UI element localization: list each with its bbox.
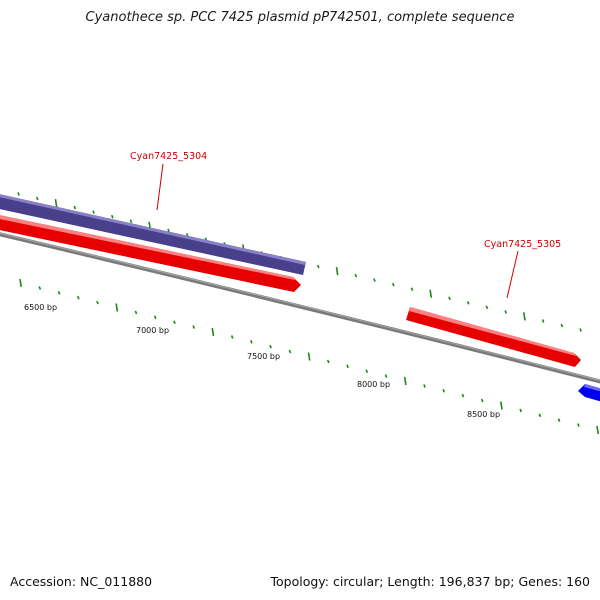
minor-tick (326, 359, 330, 364)
minor-tick (461, 393, 465, 398)
inner-tick-row (19, 278, 599, 435)
minor-tick (57, 291, 61, 295)
gene-cyan7425-5305[interactable] (406, 307, 581, 367)
sequence-backbone-highlight (0, 232, 600, 381)
major-tick (523, 312, 526, 321)
minor-tick (577, 423, 580, 427)
scale-label-7500: 7500 bp (247, 352, 280, 361)
major-tick (19, 278, 22, 288)
major-tick (307, 352, 311, 361)
minor-tick (504, 310, 508, 314)
scale-label-7000: 7000 bp (136, 326, 169, 335)
minor-tick (173, 320, 176, 324)
sequence-summary-text: Topology: circular; Length: 196,837 bp; … (270, 574, 591, 589)
major-tick (211, 327, 215, 337)
minor-tick (73, 205, 77, 210)
minor-tick (269, 344, 272, 349)
minor-tick (35, 196, 39, 201)
minor-tick (129, 219, 133, 223)
minor-tick (480, 398, 484, 403)
major-tick (115, 303, 119, 312)
minor-tick (538, 413, 542, 418)
minor-tick (442, 389, 446, 393)
map-title: Cyanothece sp. PCC 7425 plasmid pP742501… (85, 10, 515, 25)
minor-tick (110, 214, 114, 219)
minor-tick (579, 328, 582, 332)
gene-label-cyan7425-5305[interactable]: Cyan7425_5305 (484, 239, 561, 250)
minor-tick (96, 300, 99, 305)
sequence-backbone (0, 232, 600, 384)
gene-cyan7425-5305-highlight (409, 307, 576, 356)
gene-blue-partial-highlight (584, 384, 600, 392)
minor-tick (391, 282, 395, 287)
minor-tick (466, 301, 470, 305)
gene-reverse-strand-segment[interactable] (0, 192, 306, 275)
minor-tick (250, 340, 253, 344)
scale-label-6500: 6500 bp (24, 303, 57, 312)
minor-tick (167, 228, 170, 233)
minor-tick (354, 273, 358, 278)
minor-tick (346, 364, 349, 369)
minor-tick (384, 374, 388, 378)
minor-tick (192, 325, 196, 329)
gene-label-leader-5305 (506, 250, 519, 299)
major-tick (596, 425, 599, 435)
minor-tick (134, 310, 138, 315)
major-tick (335, 266, 339, 276)
major-tick (500, 401, 503, 410)
minor-tick (92, 210, 95, 214)
gene-label-cyan7425-5304[interactable]: Cyan7425_5304 (130, 151, 207, 162)
major-tick (54, 198, 58, 208)
minor-tick (373, 278, 376, 282)
minor-tick (153, 315, 157, 320)
minor-tick (423, 384, 426, 388)
scale-label-8500: 8500 bp (467, 410, 500, 419)
minor-tick (560, 323, 564, 328)
minor-tick (288, 349, 292, 354)
accession-text: Accession: NC_011880 (10, 574, 153, 589)
minor-tick (365, 369, 369, 373)
scale-label-8000: 8000 bp (357, 380, 390, 389)
minor-tick (519, 408, 523, 413)
major-tick (429, 289, 433, 298)
minor-tick (541, 319, 545, 323)
minor-tick (76, 295, 80, 300)
gene-reverse-strand-highlight (0, 194, 306, 265)
major-tick (403, 376, 407, 386)
gene-cyan7425-5304-highlight (0, 215, 295, 280)
minor-tick (38, 286, 42, 290)
minor-tick (230, 335, 234, 339)
gene-label-leader-5304 (156, 163, 164, 211)
minor-tick (485, 305, 489, 310)
minor-tick (557, 418, 561, 422)
minor-tick (410, 287, 414, 291)
minor-tick (316, 264, 320, 269)
minor-tick (448, 296, 451, 301)
minor-tick (17, 192, 20, 196)
